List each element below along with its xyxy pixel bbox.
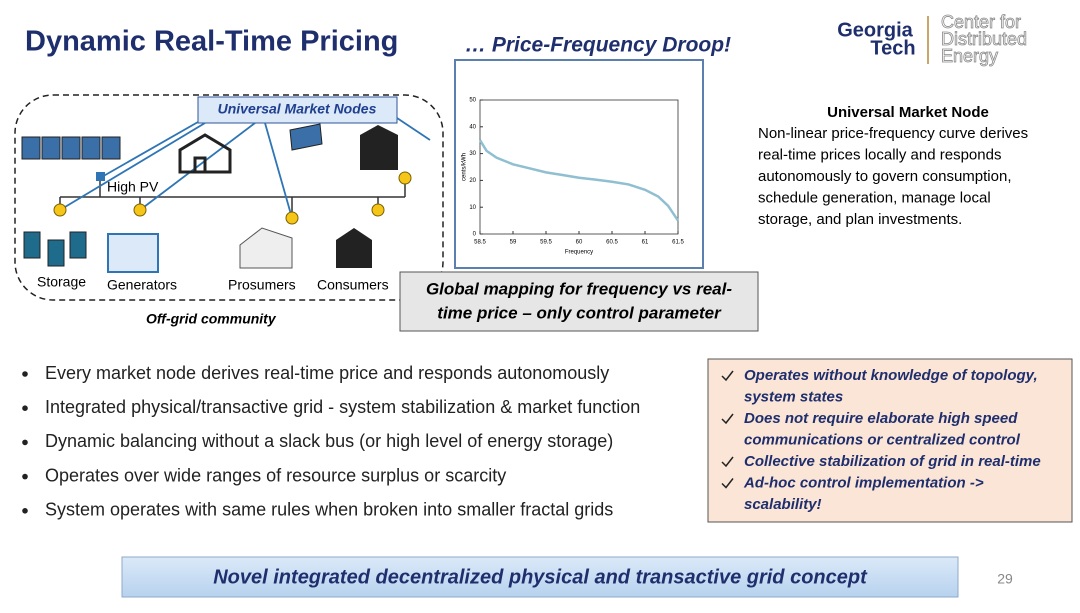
meter — [96, 172, 105, 181]
logo: Georgia — [837, 19, 913, 41]
subtitle: … Price-Frequency Droop! — [465, 34, 731, 57]
bullet-dot — [22, 473, 28, 480]
bullet-text: Every market node derives real-time pric… — [45, 363, 609, 383]
label: Universal Market Nodes — [218, 101, 377, 117]
benefits-box — [707, 358, 1073, 523]
y-tick-label: 50 — [469, 98, 476, 104]
y-tick-label: 40 — [469, 124, 476, 130]
logo: Center for — [941, 12, 1021, 32]
benefit-text: scalability! — [744, 496, 822, 513]
y-tick-label: 10 — [469, 205, 476, 211]
generator-icon — [107, 233, 159, 273]
label: Generators — [107, 277, 177, 293]
caption-box — [399, 271, 759, 332]
benefit-text: communications or centralized control — [744, 431, 1021, 448]
bullet-text: System operates with same rules when bro… — [45, 500, 613, 520]
y-tick-label: 30 — [469, 151, 476, 157]
bullet-dot — [22, 405, 28, 412]
y-tick-label: 0 — [473, 232, 477, 238]
node-text-line: storage, and plan investments. — [758, 211, 962, 228]
house-icon — [178, 133, 232, 174]
node-text-line: schedule generation, manage local — [758, 189, 991, 206]
label: Prosumers — [228, 277, 296, 293]
nodes — [53, 171, 412, 225]
bullets: Every market node derives real-time pric… — [22, 363, 640, 520]
bullet-text: Operates over wide ranges of resource su… — [45, 465, 506, 485]
label: Off-grid community — [146, 311, 277, 327]
benefit-text: Collective stabilization of grid in real… — [744, 453, 1041, 470]
prosumer-pv — [289, 123, 323, 151]
storage-icons — [23, 231, 87, 267]
chart: 58.5 59 59.5 60 60.5 61 61.5 0 10 20 30 40 50 Frequen… — [462, 98, 685, 256]
chart-frame — [454, 59, 704, 269]
bullet-text: Dynamic balancing without a slack bus (o… — [45, 431, 613, 451]
consumer-icon — [336, 228, 372, 268]
x-tick-label: 60 — [576, 240, 583, 246]
x-axis-label: Frequency — [565, 250, 593, 256]
logo: Tech — [870, 37, 915, 59]
market-nodes-box — [197, 96, 398, 124]
bullet-dot — [22, 371, 28, 377]
caption: Global mapping for frequency vs real- — [426, 279, 732, 298]
bullet-dot — [22, 439, 28, 446]
banner-box — [121, 556, 959, 598]
x-tick-label: 58.5 — [474, 240, 486, 246]
node-text-line: real-time prices locally and responds — [758, 146, 1001, 163]
price-curve — [478, 139, 680, 222]
benefit-text: system states — [744, 388, 843, 405]
page-number: 29 — [997, 571, 1013, 587]
label: High PV — [107, 179, 159, 195]
check-icon — [721, 413, 734, 425]
prosumer-icon — [239, 227, 293, 269]
logo-text: Center for Distributed Energy — [941, 11, 1028, 66]
logo-divider — [927, 16, 929, 64]
label: Storage — [37, 274, 86, 290]
bullet-dot — [22, 508, 28, 514]
node-title: Universal Market Node — [827, 104, 989, 121]
x-tick-label: 59.5 — [540, 240, 552, 246]
caption: time price – only control parameter — [437, 303, 722, 322]
arrows — [59, 117, 431, 219]
community-border — [14, 94, 444, 301]
check-icon — [721, 456, 734, 468]
logo: Energy — [941, 46, 998, 66]
node-text: Non-linear price-frequency curve derives… — [758, 125, 1028, 228]
benefit-text: Operates without knowledge of topology, — [744, 367, 1038, 384]
pv-panels — [21, 136, 121, 160]
logo: Distributed — [941, 29, 1027, 49]
y-axis-label: cents/kWh — [462, 153, 468, 181]
building-icon — [360, 125, 398, 170]
y-tick-label: 20 — [469, 178, 476, 184]
check-icon — [721, 478, 734, 489]
benefit-text: Does not require elaborate high speed — [744, 410, 1018, 427]
node-text-line: Non-linear price-frequency curve derives — [758, 125, 1028, 142]
bullet-text: Integrated physical/transactive grid - s… — [45, 397, 640, 417]
x-tick-label: 61.5 — [672, 240, 684, 246]
banner: Novel integrated decentralized physical … — [213, 566, 868, 588]
x-tick-label: 59 — [510, 240, 517, 246]
check-icon — [721, 370, 734, 382]
title: Dynamic Real-Time Pricing — [25, 26, 398, 58]
x-tick-label: 61 — [642, 240, 649, 246]
benefit-text: Ad-hoc control implementation -> — [743, 474, 984, 491]
label: Consumers — [317, 277, 389, 293]
x-tick-label: 60.5 — [606, 240, 618, 246]
node-text-line: autonomously to govern consumption, — [758, 168, 1011, 185]
benefits: Operates without knowledge of topology, s… — [721, 367, 1041, 513]
